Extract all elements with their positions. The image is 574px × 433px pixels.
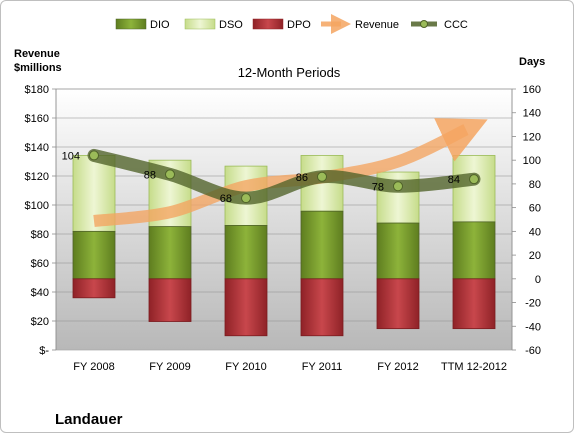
- bar-dio: [376, 222, 420, 280]
- left-tick-label: $-: [39, 345, 49, 357]
- ccc-marker: [469, 174, 479, 185]
- left-axis-title-line1: Revenue: [14, 48, 60, 60]
- left-tick-label: $160: [25, 113, 49, 125]
- right-tick-label: 140: [523, 108, 541, 120]
- ccc-data-label: 68: [220, 193, 232, 205]
- ccc-data-label: 78: [372, 181, 384, 193]
- left-tick-label: $80: [31, 229, 49, 241]
- right-tick-label: 40: [529, 226, 541, 238]
- bar-dpo: [376, 278, 420, 330]
- right-tick-label: 0: [535, 274, 541, 286]
- ccc-marker: [165, 169, 175, 180]
- ccc-marker: [89, 150, 99, 161]
- ccc-data-label: 86: [296, 172, 308, 184]
- bar-dpo: [224, 278, 268, 337]
- category-axis: FY 2008 FY 2009 FY 2010 FY 2011 FY 2012 TTM 1…: [73, 361, 507, 373]
- ccc-data-label: 84: [448, 174, 460, 186]
- ccc-data-label: 104: [62, 150, 80, 162]
- bar-dso: [452, 155, 496, 223]
- bar-dio: [72, 230, 116, 280]
- ccc-marker: [393, 181, 403, 192]
- bar-dpo: [148, 278, 192, 322]
- right-tick-label: 80: [529, 179, 541, 191]
- left-tick-label: $120: [25, 171, 49, 183]
- right-tick-label: -40: [525, 321, 541, 333]
- legend-label-dpo: DPO: [287, 19, 311, 31]
- ccc-marker: [241, 193, 251, 204]
- right-tick-label: 120: [523, 131, 541, 143]
- right-tick-label: -60: [525, 345, 541, 357]
- right-tick-label: 100: [523, 155, 541, 167]
- lines-layer: [87, 118, 488, 227]
- right-tick-label: 20: [529, 250, 541, 262]
- ccc-marker: [317, 171, 327, 182]
- bar-dio: [148, 226, 192, 280]
- bar-dio: [224, 225, 268, 280]
- right-axis: -60 -40 -20 0 20 40 60 80 100 120 140 160: [511, 84, 541, 357]
- category-label: FY 2011: [302, 361, 343, 373]
- legend-swatch-dio: [115, 18, 147, 30]
- legend-ccc-marker: [420, 20, 428, 28]
- legend-swatch-dso: [184, 18, 216, 30]
- left-tick-label: $100: [25, 200, 49, 212]
- legend-label-ccc: CCC: [444, 19, 468, 31]
- data-labels-layer: 104 88 68 86 78 84: [62, 150, 460, 205]
- left-axis-title-line2: $millions: [14, 62, 62, 74]
- legend-label-dio: DIO: [150, 19, 170, 31]
- category-label: FY 2009: [149, 361, 190, 373]
- category-label: TTM 12-2012: [441, 361, 507, 373]
- chart-title: 12-Month Periods: [238, 65, 341, 80]
- bar-dpo: [452, 278, 496, 330]
- category-label: FY 2012: [377, 361, 418, 373]
- left-axis: $- $20 $40 $60 $80 $100 $120 $140 $160 $180: [25, 84, 57, 357]
- left-tick-label: $180: [25, 84, 49, 96]
- right-axis-title: Days: [519, 56, 545, 68]
- legend-label-dso: DSO: [219, 19, 243, 31]
- ccc-data-label: 88: [144, 169, 156, 181]
- category-label: FY 2008: [73, 361, 114, 373]
- right-tick-label: -20: [525, 298, 541, 310]
- bar-dpo: [300, 278, 344, 337]
- left-tick-label: $20: [31, 316, 49, 328]
- revenue-line: [93, 118, 488, 227]
- bar-dio: [300, 210, 344, 280]
- right-tick-label: 160: [523, 84, 541, 96]
- bar-dio: [452, 221, 496, 280]
- legend-label-revenue: Revenue: [355, 19, 399, 31]
- category-label: FY 2010: [225, 361, 266, 373]
- left-tick-label: $140: [25, 142, 49, 154]
- legend: DIO DSO DPO Revenue CCC: [115, 14, 468, 34]
- bar-dpo: [72, 278, 116, 299]
- company-name: Landauer: [55, 411, 123, 428]
- left-tick-label: $40: [31, 287, 49, 299]
- right-tick-label: 60: [529, 203, 541, 215]
- legend-swatch-dpo: [252, 18, 284, 30]
- left-tick-label: $60: [31, 258, 49, 270]
